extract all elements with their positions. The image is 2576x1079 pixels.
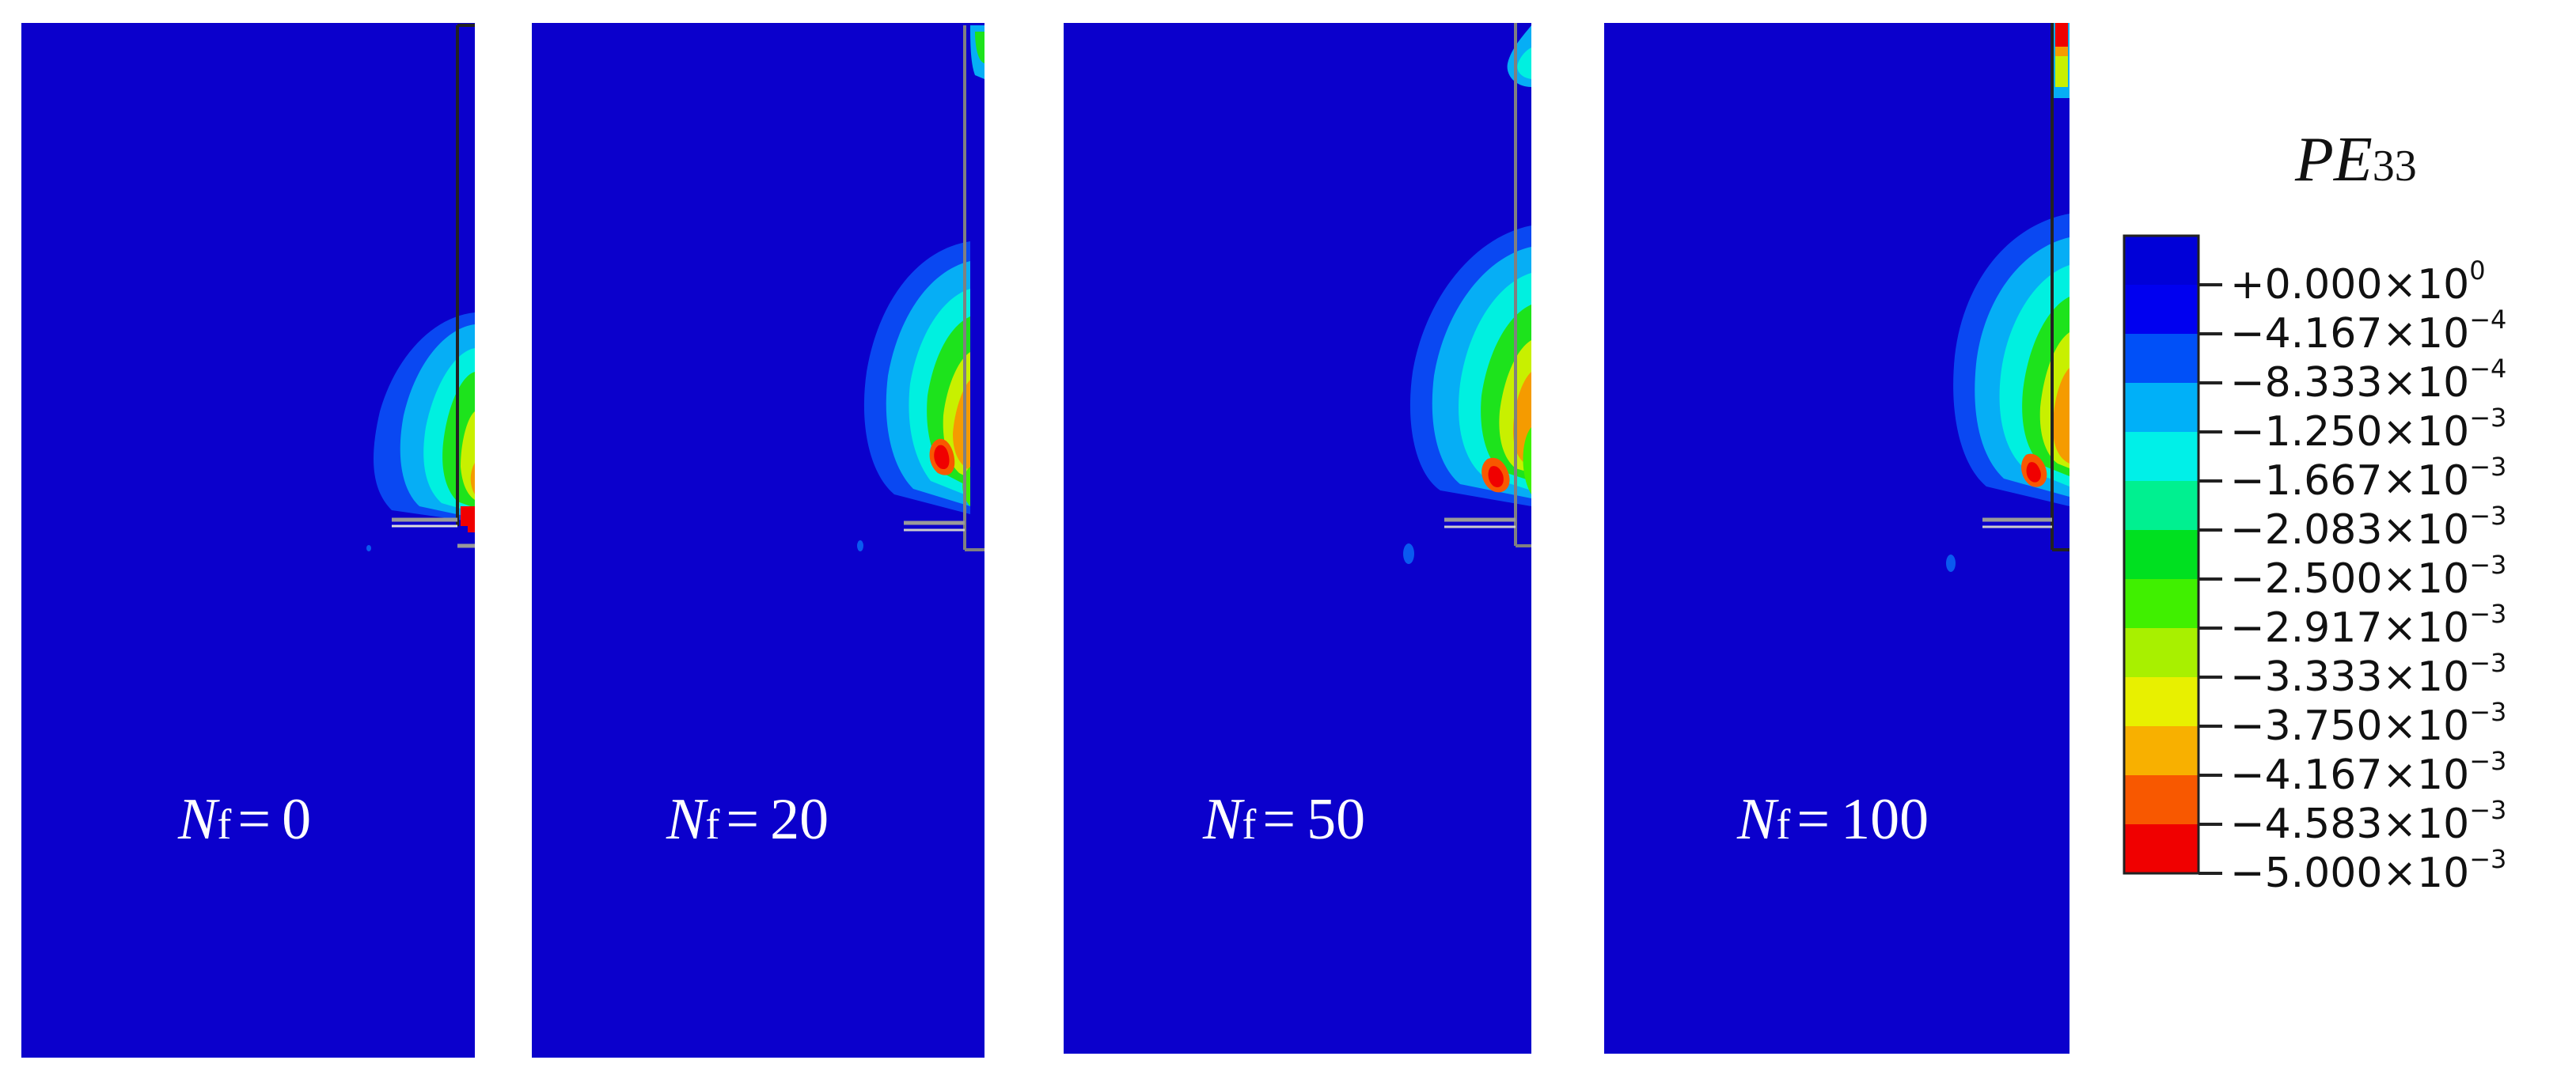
legend-level-label-2: −4.167×10−4 [2230,305,2506,358]
legend-level-label-7: −2.500×10−3 [2230,550,2506,603]
contour-panel-1: Nf = 0 [21,23,475,1058]
legend-band-6 [2124,481,2199,530]
legend-level-label-9: −3.333×10−3 [2230,648,2506,701]
legend-level-label-5: −1.667×10−3 [2230,452,2506,505]
panel-3-tool-outline [1444,23,1531,547]
legend-band-2 [2124,285,2199,334]
legend-level-label-3: −8.333×10−4 [2230,354,2506,407]
legend-band-5 [2124,432,2199,481]
legend-labels: +0.000×100−4.167×10−4−8.333×10−4−1.250×1… [2230,256,2506,897]
panel-1-tool-outline [392,24,475,548]
color-legend: PE33 +0.000×100−4.167×10−4−8.333×10−4−1.… [2123,125,2506,897]
legend-level-label-8: −2.917×10−3 [2230,599,2506,652]
legend-level-label-13: −5.000×10−3 [2230,844,2506,897]
legend-level-label-12: −4.583×10−3 [2230,795,2506,848]
legend-level-label-4: −1.250×10−3 [2230,403,2506,456]
panel-2-cycle-label: Nf = 20 [666,787,829,852]
contour-panel-4: Nf = 100 [1604,23,2070,1054]
legend-color-bar [2123,234,2200,875]
legend-bar-frame [2123,234,2200,875]
legend-level-label-1: +0.000×100 [2230,256,2486,309]
panel-1-field [21,23,475,1058]
panel-2-field [532,23,984,1058]
legend-band-8 [2124,579,2199,628]
legend-band-11 [2124,726,2199,775]
panel-3-field [1064,23,1531,1054]
panel-2-tool-outline [904,25,984,551]
legend-band-12 [2124,775,2199,824]
legend-level-label-10: −3.750×10−3 [2230,697,2506,750]
contour-panel-3: Nf = 50 [1064,23,1531,1054]
panel-4-strain-contour [1946,23,2070,572]
panel-2-strain-contour [857,25,984,551]
legend-band-13 [2124,824,2199,873]
panel-3-cycle-label: Nf = 50 [1202,787,1365,852]
legend-band-10 [2124,677,2199,726]
legend-band-4 [2124,383,2199,432]
legend-band-9 [2124,628,2199,677]
legend-tick-marks [2199,283,2222,875]
contour-panel-2: Nf = 20 [532,23,984,1058]
legend-band-1 [2124,236,2199,285]
legend-title: PE33 [2294,125,2417,195]
legend-level-label-6: −2.083×10−3 [2230,501,2506,554]
panel-4-field [1604,23,2070,1054]
legend-band-3 [2124,334,2199,383]
panel-4-cycle-label: Nf = 100 [1736,787,1929,852]
panel-1-cycle-label: Nf = 0 [177,787,311,852]
legend-band-7 [2124,530,2199,579]
panel-4-tool-outline [1982,23,2070,551]
panel-3-strain-contour [1403,25,1531,564]
legend-level-label-11: −4.167×10−3 [2230,746,2506,799]
